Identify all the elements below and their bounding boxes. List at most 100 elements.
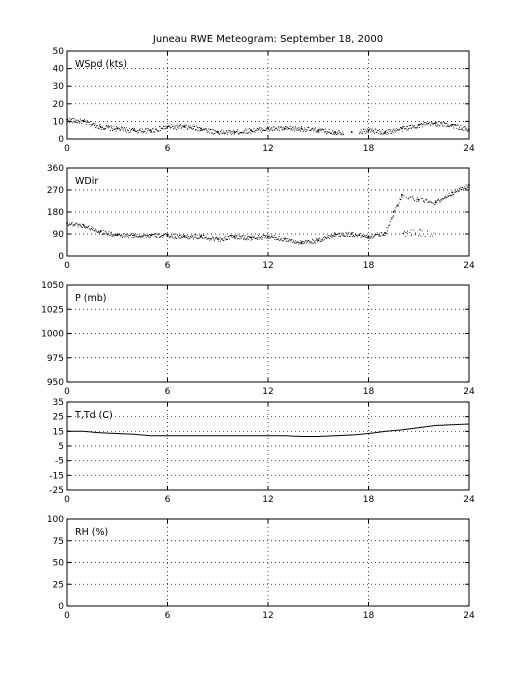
wspd-data-dot bbox=[363, 128, 365, 130]
wspd-data-dot bbox=[438, 125, 440, 127]
wdir-data-dot bbox=[371, 234, 373, 236]
wspd-data-dot bbox=[337, 131, 339, 133]
wspd-data-dot bbox=[326, 133, 327, 135]
wspd-data-dot bbox=[401, 127, 403, 129]
wspd-data-dot bbox=[217, 132, 219, 134]
wspd-data-dot bbox=[378, 132, 380, 134]
wdir-data-dot bbox=[342, 234, 343, 236]
wdir-data-dot bbox=[69, 224, 71, 226]
wspd-data-dot bbox=[125, 129, 126, 131]
wspd-data-dot bbox=[69, 118, 71, 119]
wdir-data-dot bbox=[200, 236, 201, 238]
wdir-data-dot bbox=[385, 232, 387, 234]
wdir-data-dot bbox=[412, 195, 414, 197]
wdir-data-dot bbox=[227, 239, 228, 240]
wspd-data-dot bbox=[447, 124, 449, 126]
wdir-data-dot bbox=[343, 235, 344, 237]
wdir-data-dot bbox=[179, 238, 181, 239]
wdir-data-dot bbox=[128, 236, 129, 238]
wdir-data-dot bbox=[84, 226, 86, 228]
wspd-data-dot bbox=[127, 129, 129, 131]
wdir-data-dot bbox=[156, 236, 157, 238]
wdir-data-dot bbox=[274, 239, 276, 240]
wdir-data-dot bbox=[392, 216, 394, 218]
wdir-data-dot bbox=[268, 237, 270, 239]
wspd-data-dot bbox=[384, 133, 386, 135]
wspd-data-dot bbox=[165, 125, 167, 127]
wdir-data-dot bbox=[200, 234, 202, 236]
wdir-data-dot bbox=[119, 234, 121, 236]
wspd-data-dot bbox=[172, 125, 174, 127]
wspd-data-dot bbox=[404, 128, 406, 129]
wspd-data-dot bbox=[220, 131, 221, 133]
wdir-data-dot bbox=[347, 236, 349, 237]
wspd-data-dot bbox=[315, 130, 317, 132]
wdir-data-dot bbox=[191, 236, 193, 238]
wdir-data-dot bbox=[400, 199, 402, 200]
wdir-data-dot bbox=[97, 231, 99, 233]
wspd-data-dot bbox=[406, 129, 408, 131]
wspd-data-dot bbox=[364, 131, 366, 132]
wspd-data-dot bbox=[218, 132, 220, 134]
wdir-data-dot bbox=[186, 235, 188, 237]
wdir-data-dot bbox=[295, 242, 297, 244]
wdir-data-dot bbox=[456, 188, 458, 190]
wspd-data-dot bbox=[271, 129, 273, 131]
wdir-data-dot bbox=[113, 234, 115, 235]
wspd-data-dot bbox=[111, 126, 112, 128]
wspd-data-dot bbox=[387, 131, 388, 133]
wdir-data-dot bbox=[129, 235, 131, 236]
wdir-data-dot bbox=[116, 233, 118, 235]
wdir-data-dot bbox=[231, 235, 233, 236]
wspd-data-dot bbox=[241, 132, 242, 134]
wdir-data-dot bbox=[71, 222, 72, 224]
wspd-data-dot bbox=[253, 128, 255, 130]
wdir-data-dot bbox=[156, 237, 158, 238]
wspd-data-dot bbox=[306, 129, 308, 131]
wdir-data-dot bbox=[217, 238, 218, 240]
wdir-data-dot bbox=[177, 234, 179, 236]
wspd-data-dot bbox=[379, 131, 381, 132]
wspd-data-dot bbox=[74, 120, 75, 122]
wspd-data-dot bbox=[261, 131, 262, 133]
wdir-data-dot bbox=[384, 233, 386, 234]
wdir-data-dot bbox=[407, 230, 408, 232]
wdir-data-dot bbox=[288, 240, 289, 242]
wdir-data-dot bbox=[192, 235, 194, 237]
wdir-data-dot bbox=[196, 234, 198, 236]
rh-xtick-label: 6 bbox=[165, 611, 171, 621]
wspd-data-dot bbox=[152, 128, 153, 130]
wdir-data-dot bbox=[285, 237, 286, 239]
wdir-data-dot bbox=[310, 241, 312, 243]
wdir-data-dot bbox=[137, 236, 139, 238]
wdir-data-dot bbox=[245, 238, 247, 240]
wspd-data-dot bbox=[429, 124, 431, 126]
wspd-data-dot bbox=[190, 127, 191, 129]
wspd-data-dot bbox=[468, 128, 469, 130]
wdir-data-dot bbox=[398, 204, 400, 206]
wdir-data-dot bbox=[131, 237, 133, 239]
wspd-data-dot bbox=[440, 123, 442, 124]
wdir-data-dot bbox=[239, 236, 241, 238]
wdir-data-dot bbox=[313, 242, 315, 244]
wdir-data-dot bbox=[288, 241, 290, 243]
wspd-data-point bbox=[468, 129, 470, 132]
wspd-data-dot bbox=[204, 128, 206, 130]
wspd-data-dot bbox=[394, 129, 396, 131]
wspd-data-dot bbox=[283, 128, 285, 130]
wdir-data-dot bbox=[290, 239, 292, 241]
wspd-data-dot bbox=[422, 126, 424, 128]
wdir-data-dot bbox=[302, 243, 303, 245]
wspd-data-dot bbox=[319, 129, 321, 131]
wspd-data-dot bbox=[145, 128, 146, 130]
wspd-data-dot bbox=[90, 125, 92, 127]
wspd-data-dot bbox=[246, 133, 248, 134]
wspd-data-dot bbox=[412, 124, 414, 126]
wspd-data-dot bbox=[332, 130, 333, 132]
wdir-data-dot bbox=[375, 234, 377, 236]
wdir-data-dot bbox=[451, 192, 453, 193]
wspd-data-dot bbox=[460, 125, 462, 126]
wspd-data-dot bbox=[225, 129, 227, 131]
wspd-data-dot bbox=[78, 122, 80, 124]
wspd-ytick-label: 50 bbox=[53, 47, 65, 57]
